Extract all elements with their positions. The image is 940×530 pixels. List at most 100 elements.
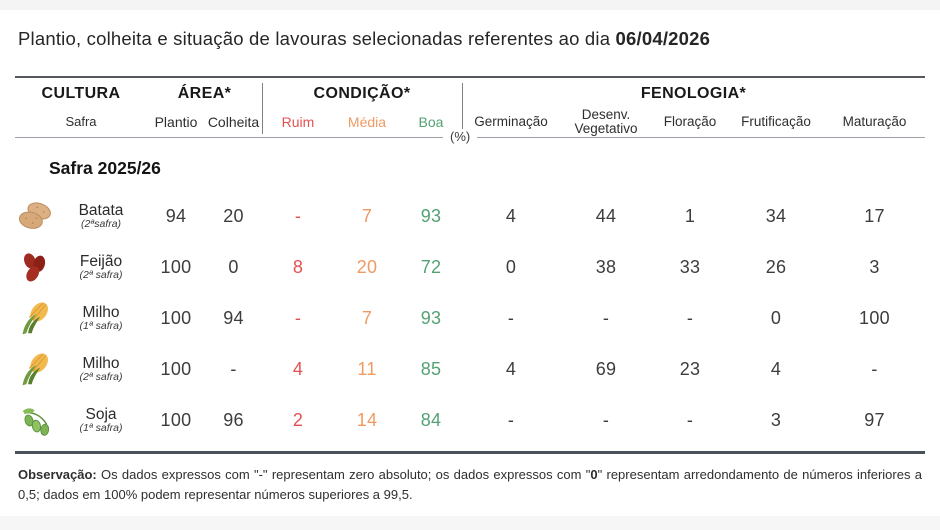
value-floracao: 23: [679, 359, 701, 379]
value-maturacao: -: [871, 359, 878, 379]
value-germinacao: -: [507, 308, 515, 328]
crop-safra-label: (2ª safra): [79, 269, 123, 282]
value-condicao-boa: 84: [420, 410, 442, 430]
col-header-desenv-vegetativo: Desenv. Vegetativo: [574, 107, 638, 137]
value-frutificacao: 26: [765, 257, 787, 277]
header-divider-1: [262, 83, 263, 134]
value-condicao-media: 20: [356, 257, 378, 277]
footnote: Observação: Os dados expressos com "-" r…: [18, 465, 922, 504]
value-plantio: 94: [165, 206, 187, 226]
potato-icon: [17, 198, 54, 235]
col-header-plantio: Plantio: [154, 113, 198, 130]
value-condicao-ruim: -: [294, 308, 302, 328]
value-plantio: 100: [160, 359, 192, 379]
col-header-media: Média: [347, 113, 387, 130]
value-maturacao: 3: [869, 257, 880, 277]
section-title: Safra 2025/26: [49, 158, 161, 178]
percent-rule: (%): [15, 129, 925, 144]
value-colheita: 0: [228, 257, 239, 277]
value-condicao-boa: 93: [420, 206, 442, 226]
table-row: Batata (2ªsafra) 94 20 - 7 93 4 44 1 34 …: [15, 191, 925, 242]
value-frutificacao: 3: [770, 410, 782, 430]
crop-safra-label: (2ª safra): [79, 371, 123, 384]
value-desenv-vegetativo: 38: [595, 257, 617, 277]
value-colheita: 20: [223, 206, 244, 226]
report-date: 06/04/2026: [615, 28, 711, 49]
col-group-area: ÁREA*: [177, 85, 232, 102]
footnote-label: Observação:: [18, 467, 97, 482]
footnote-text-1: Os dados expressos com "-" representam z…: [96, 467, 591, 482]
value-condicao-boa: 72: [420, 257, 442, 277]
value-plantio: 100: [160, 257, 192, 277]
footnote-bold-zero: 0: [590, 467, 598, 482]
corn-icon: [17, 351, 54, 388]
crop-safra-label: (2ªsafra): [80, 218, 122, 231]
col-header-safra: Safra: [65, 114, 97, 130]
value-frutificacao: 34: [765, 206, 787, 226]
crop-name: Feijão: [79, 253, 123, 271]
header-sub-row: Safra Plantio Colheita Ruim Média Boa Ge…: [15, 103, 925, 136]
value-maturacao: 97: [864, 410, 885, 430]
footnote-text-2: " representam arredondamento de números …: [18, 467, 922, 502]
header-divider-2: [462, 83, 463, 134]
value-maturacao: 100: [859, 308, 890, 328]
crop-name: Milho: [82, 304, 120, 322]
col-header-germinacao: Germinação: [474, 114, 548, 130]
value-condicao-boa: 93: [420, 308, 442, 328]
value-desenv-vegetativo: 69: [595, 359, 617, 379]
col-header-colheita: Colheita: [207, 113, 260, 130]
col-group-condicao: CONDIÇÃO*: [313, 85, 411, 102]
value-floracao: 33: [679, 257, 701, 277]
value-germinacao: -: [507, 410, 515, 430]
value-condicao-ruim: 4: [292, 359, 304, 379]
value-germinacao: 4: [505, 359, 517, 379]
page-title: Plantio, colheita e situação de lavouras…: [18, 28, 922, 50]
value-condicao-ruim: -: [294, 206, 302, 226]
value-colheita: 96: [223, 410, 244, 430]
value-condicao-media: 7: [361, 308, 373, 328]
value-germinacao: 0: [505, 257, 517, 277]
corn-icon: [17, 300, 54, 337]
value-frutificacao: 4: [770, 359, 782, 379]
table-row: Milho (1ª safra) 100 94 - 7 93 - - - 0 1…: [15, 293, 925, 344]
value-condicao-ruim: 8: [292, 257, 304, 277]
value-frutificacao: 0: [770, 308, 782, 328]
value-desenv-vegetativo: -: [602, 410, 610, 430]
col-header-ruim: Ruim: [281, 113, 315, 130]
value-plantio: 100: [160, 410, 192, 430]
unit-label: (%): [443, 129, 478, 144]
beans-icon: [17, 249, 54, 286]
value-condicao-boa: 85: [420, 359, 442, 379]
value-maturacao: 17: [864, 206, 885, 226]
col-header-frutificacao: Frutificação: [741, 114, 811, 130]
table-row: Soja (1ª safra) 100 96 2 14 84 - - - 3 9…: [15, 395, 925, 446]
value-colheita: -: [230, 359, 237, 379]
col-header-maturacao: Maturação: [842, 114, 907, 130]
soybean-icon: [17, 402, 54, 439]
crops-table: CULTURA ÁREA* CONDIÇÃO* FENOLOGIA* Safra…: [15, 76, 925, 454]
col-group-cultura: CULTURA: [41, 85, 121, 102]
page-title-text: Plantio, colheita e situação de lavouras…: [18, 28, 616, 49]
crop-name: Batata: [78, 202, 124, 220]
top-strip: [0, 0, 940, 10]
bottom-strip: [0, 516, 940, 530]
value-condicao-media: 14: [356, 410, 378, 430]
value-plantio: 100: [160, 308, 192, 328]
crop-safra-label: (1ª safra): [79, 422, 123, 435]
table-row: Feijão (2ª safra) 100 0 8 20 72 0 38 33 …: [15, 242, 925, 293]
value-condicao-ruim: 2: [292, 410, 304, 430]
crop-name: Milho: [82, 355, 120, 373]
table-row: Milho (2ª safra) 100 - 4 11 85 4 69 23 4…: [15, 344, 925, 395]
value-desenv-vegetativo: 44: [595, 206, 617, 226]
value-germinacao: 4: [505, 206, 517, 226]
crop-name: Soja: [85, 406, 117, 424]
value-desenv-vegetativo: -: [602, 308, 610, 328]
value-condicao-media: 7: [361, 206, 373, 226]
value-floracao: -: [686, 410, 694, 430]
crop-safra-label: (1ª safra): [79, 320, 123, 333]
col-group-fenologia: FENOLOGIA*: [640, 85, 747, 102]
value-condicao-media: 11: [357, 359, 377, 379]
value-colheita: 94: [223, 308, 244, 328]
col-header-boa: Boa: [418, 113, 444, 130]
col-header-floracao: Floração: [663, 114, 717, 130]
